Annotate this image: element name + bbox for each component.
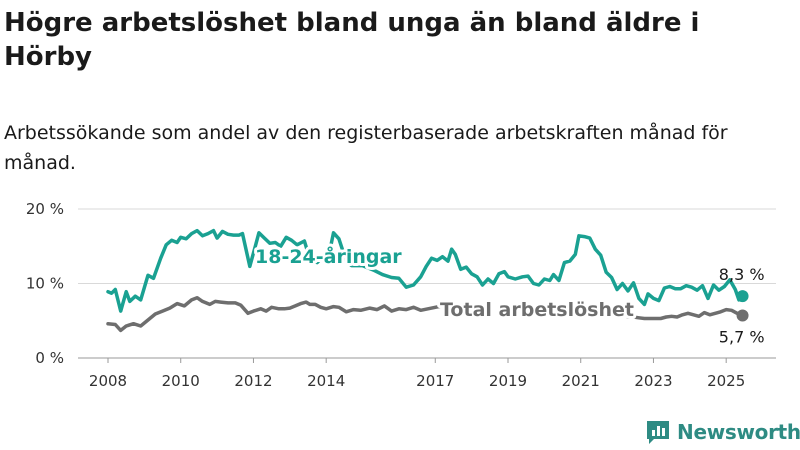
x-tick-label: 2012 <box>234 372 272 390</box>
page-subtitle: Arbetssökande som andel av den registerb… <box>4 122 728 174</box>
grid-layer: 0 % 10 % 20 % 2008 2010 2012 2014 2017 2019 2021 2… <box>26 200 776 390</box>
x-tick-label: 2014 <box>307 372 345 390</box>
brand-name: Newsworthy <box>677 420 800 444</box>
x-tick-label: 2008 <box>89 372 127 390</box>
newsworthy-logo-icon <box>647 421 669 444</box>
series-label-total: Total arbetslöshet <box>440 299 634 321</box>
series-label-halo: 18-24-åringar <box>255 244 402 268</box>
y-tick-label: 10 % <box>26 275 64 293</box>
series-layer <box>106 228 745 333</box>
youth-series-line <box>106 228 745 313</box>
x-tick-label: 2010 <box>162 372 200 390</box>
x-tick-label: 2023 <box>634 372 672 390</box>
youth-end-marker <box>736 290 749 303</box>
series-label-halo: Total arbetslöshet <box>440 299 634 321</box>
page-title: Högre arbetslöshet bland unga än bland ä… <box>4 8 700 72</box>
x-tick-label: 2021 <box>562 372 600 390</box>
x-tick-label: 2017 <box>416 372 454 390</box>
y-tick-label: 20 % <box>26 200 64 218</box>
series-label-youth: 18-24-åringar <box>255 244 402 268</box>
total-end-label: 5,7 % <box>719 328 765 347</box>
youth-end-label: 8,3 % <box>719 265 765 284</box>
total-end-marker <box>736 309 749 322</box>
x-tick-label: 2025 <box>707 372 745 390</box>
x-tick-label: 2019 <box>489 372 527 390</box>
total-series-line <box>106 295 745 333</box>
newsworthy-logo: Newsworthy <box>645 418 800 446</box>
y-tick-label: 0 % <box>35 349 64 367</box>
